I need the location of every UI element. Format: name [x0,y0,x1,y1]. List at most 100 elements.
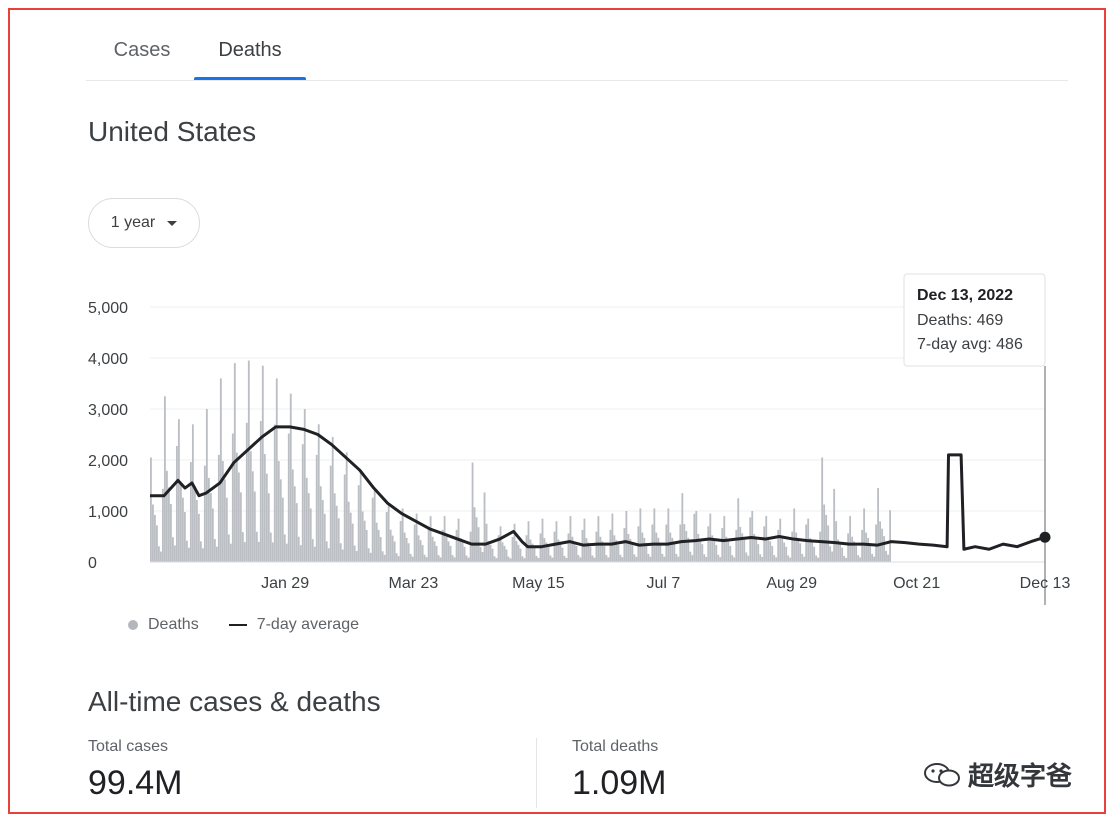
deaths-bar [271,542,274,562]
deaths-bar [305,477,308,562]
deaths-bar [467,557,470,562]
deaths-bar [397,556,400,562]
x-tick-label: Jan 29 [261,575,309,592]
deaths-bar [677,556,680,562]
deaths-bar [249,451,252,562]
deaths-bar [885,550,888,562]
deaths-bar [877,488,880,562]
deaths-bar [347,501,350,562]
deaths-bar [327,548,330,562]
deaths-bar [579,557,582,562]
deaths-bar [261,365,264,562]
deaths-bar [277,461,280,562]
deaths-bar [355,551,358,562]
deaths-bar [681,493,684,562]
deaths-bar [609,529,612,562]
deaths-bar [627,533,630,562]
deaths-bar [547,546,550,562]
deaths-bar [479,547,482,562]
deaths-bar [767,536,770,562]
deaths-bar [453,557,456,562]
deaths-bar [577,555,580,562]
deaths-bar [211,508,214,562]
deaths-bar [735,529,738,562]
deaths-bar [787,555,790,562]
deaths-bar [445,536,448,562]
deaths-bar [675,553,678,562]
deaths-bar [205,409,208,562]
deaths-bar [493,556,496,562]
deaths-bar [481,552,484,562]
deaths-bar [389,529,392,562]
deaths-bar [611,513,614,562]
deaths-bar [857,555,860,562]
stat-divider [536,738,537,808]
deaths-bar [215,546,218,562]
deaths-bar [565,557,568,562]
deaths-bar [331,437,334,562]
tab-cases[interactable]: Cases [113,38,171,61]
deaths-bar [533,547,536,562]
deaths-bar [351,523,354,562]
deaths-bar [545,542,548,562]
deaths-bar [207,477,210,562]
deaths-bar [775,557,778,562]
deaths-bar [527,521,530,562]
deaths-bar [319,486,322,562]
deaths-bar [519,548,522,562]
deaths-bar [705,556,708,562]
deaths-bar [737,498,740,562]
deaths-bar [599,536,602,562]
deaths-bar [557,539,560,562]
deaths-bar [561,547,564,562]
deaths-bar [845,557,848,562]
deaths-bar [861,529,864,562]
deaths-bar [691,555,694,562]
deaths-bar [789,557,792,562]
deaths-bar [395,553,398,562]
deaths-bar [799,543,802,562]
deaths-bar [377,529,380,562]
deaths-bar [849,516,852,562]
deaths-bar [551,557,554,562]
wechat-icon [924,762,960,786]
tab-deaths[interactable]: Deaths [194,22,306,80]
deaths-bar [155,525,158,562]
deaths-bar [175,445,178,562]
deaths-bar [363,520,366,562]
deaths-bar [567,533,570,562]
deaths-bar [729,545,732,562]
deaths-bar [731,555,734,562]
deaths-bar [299,545,302,562]
deaths-bar [159,551,162,562]
deaths-bar [219,378,222,562]
deaths-bar [209,493,212,562]
deaths-bar [269,532,272,562]
total-deaths-stat: Total deaths 1.09M [572,738,667,803]
deaths-bar [573,541,576,562]
deaths-bar [523,558,526,562]
deaths-bar [755,539,758,562]
deaths-bar [517,544,520,562]
deaths-bar [865,532,868,562]
deaths-bar [779,518,782,562]
deaths-bar [727,541,730,562]
deaths-bar [589,546,592,562]
watermark-text: 超级字爸 [968,761,1073,791]
deaths-bar [645,543,648,562]
deaths-bar [387,503,390,562]
deaths-bar [279,479,282,562]
deaths-bar [321,500,324,562]
deaths-bar [217,454,220,562]
deaths-bar [187,547,190,562]
tooltip-deaths: Deaths: 469 [917,312,1003,329]
legend-item-average: 7-day average [228,616,359,634]
deaths-bar [263,454,266,562]
deaths-bar [501,542,504,562]
deaths-bar [345,452,348,562]
highlight-point [1039,531,1051,543]
legend-average-line-icon [228,624,247,626]
time-range-dropdown[interactable]: 1 year [88,198,200,248]
deaths-bar [317,424,320,562]
deaths-bar [613,535,616,562]
